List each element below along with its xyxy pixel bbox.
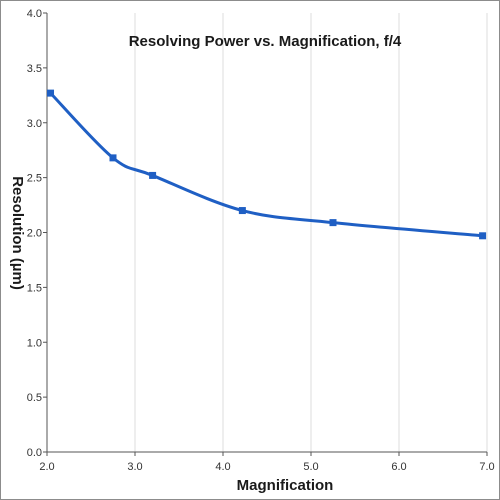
x-tick-label: 2.0	[39, 461, 54, 473]
y-tick-label: 0.0	[27, 447, 42, 459]
x-axis-title: Magnification	[237, 477, 334, 494]
y-tick-labels: 0.0 0.5 1.0 1.5 2.0 2.5 3.0 3.5 4.0	[27, 8, 42, 459]
y-tick-label: 2.5	[27, 173, 42, 185]
data-point	[47, 89, 55, 97]
y-tick-label: 0.5	[27, 392, 42, 404]
data-point	[329, 219, 337, 227]
y-tick-label: 3.5	[27, 63, 42, 75]
x-tick-label: 4.0	[215, 461, 230, 473]
x-tick-labels: 2.0 3.0 4.0 5.0 6.0 7.0	[39, 461, 494, 473]
y-tick-label: 1.0	[27, 337, 42, 349]
x-tick-label: 7.0	[479, 461, 494, 473]
x-tick-label: 6.0	[391, 461, 406, 473]
y-tick-label: 1.5	[27, 282, 42, 294]
axes	[43, 12, 488, 456]
data-point	[109, 154, 117, 162]
data-point	[238, 207, 246, 215]
grid	[134, 13, 488, 452]
x-tick-label: 3.0	[127, 461, 142, 473]
data-point	[149, 171, 157, 179]
y-tick-label: 2.0	[27, 228, 42, 240]
y-axis-title: Resolution (µm)	[9, 176, 26, 290]
series-line	[49, 91, 485, 238]
data-point	[479, 232, 487, 240]
chart-title: Resolving Power vs. Magnification, f/4	[129, 33, 402, 50]
series-group	[47, 89, 487, 240]
x-tick-label: 5.0	[303, 461, 318, 473]
y-tick-label: 4.0	[27, 8, 42, 20]
y-tick-label: 3.0	[27, 118, 42, 130]
